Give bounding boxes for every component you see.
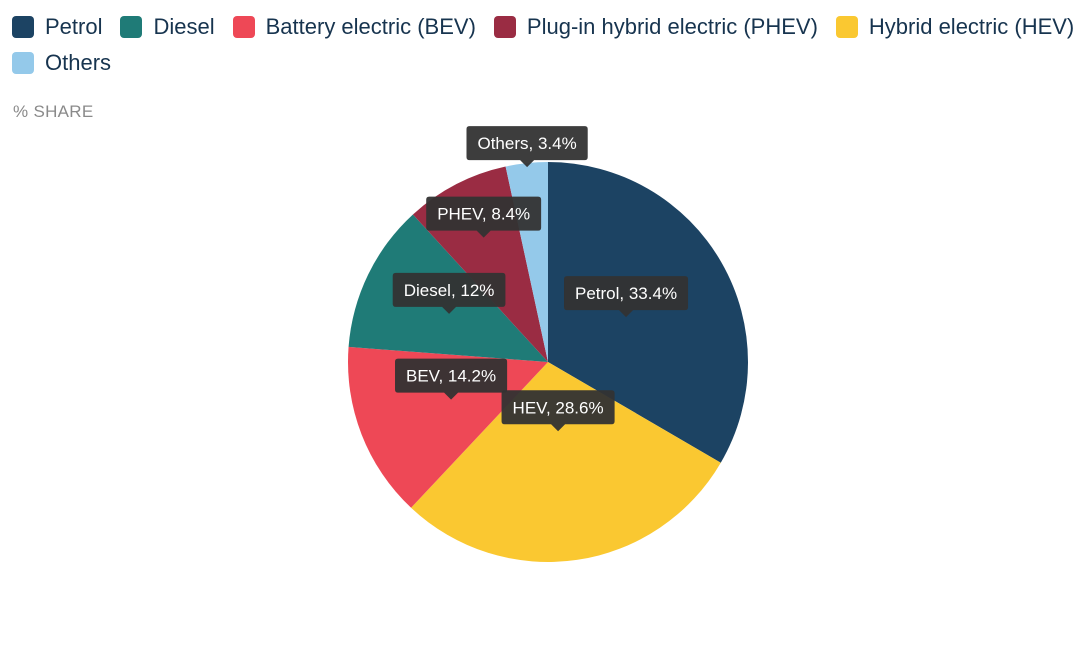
data-label-box [501, 390, 615, 432]
legend-swatch [232, 16, 255, 38]
legend-label: Hybrid electric (HEV) [868, 14, 1075, 39]
data-label: Others, 3.4% [466, 126, 588, 168]
legend-swatch [12, 52, 34, 74]
legend-item[interactable]: Battery electric (BEV) [232, 14, 476, 40]
legend-swatch [120, 16, 143, 38]
data-label-text: Diesel, 12% [404, 281, 495, 300]
data-label-box [426, 196, 542, 238]
pie-slices [348, 162, 748, 563]
legend-swatch [12, 16, 34, 38]
data-label-box [564, 276, 689, 318]
legend-item[interactable]: Diesel [120, 14, 215, 40]
data-labels: Petrol, 33.4% HEV, 28.6% BEV, 14.2% Diesel,… [392, 126, 689, 432]
legend-label: Petrol [45, 14, 103, 39]
data-label-box [466, 126, 588, 168]
data-label-text: Petrol, 33.4% [575, 284, 677, 303]
legend-item[interactable]: Plug-in hybrid electric (PHEV) [493, 14, 818, 40]
legend-item[interactable]: Petrol [12, 14, 102, 40]
legend-item[interactable]: Hybrid electric (HEV) [835, 14, 1075, 40]
data-label-box [392, 272, 506, 314]
legend-label: Plug-in hybrid electric (PHEV) [526, 14, 818, 39]
legend-swatch [493, 16, 516, 38]
data-label: BEV, 14.2% [395, 358, 508, 400]
legend-label: Others [45, 50, 112, 75]
chart-legend: Petrol Diesel Battery electric (BEV) Plug-i… [12, 14, 1082, 76]
legend-label: Battery electric (BEV) [265, 14, 476, 39]
pie-slice[interactable] [411, 362, 721, 563]
data-label: PHEV, 8.4% [426, 196, 542, 238]
data-label-box [395, 358, 508, 400]
data-label: HEV, 28.6% [501, 390, 615, 432]
data-label: Diesel, 12% [392, 272, 506, 314]
legend-item[interactable]: Others [12, 50, 111, 76]
data-label-text: Others, 3.4% [477, 134, 576, 153]
unit-label: % SHARE [13, 102, 94, 121]
data-label-text: PHEV, 8.4% [437, 205, 530, 224]
pie-slice[interactable] [548, 162, 748, 463]
data-label-text: BEV, 14.2% [406, 367, 496, 386]
data-label: Petrol, 33.4% [564, 276, 689, 318]
legend-label: Diesel [153, 14, 215, 39]
data-label-text: HEV, 28.6% [513, 398, 604, 417]
legend-swatch [835, 16, 858, 38]
